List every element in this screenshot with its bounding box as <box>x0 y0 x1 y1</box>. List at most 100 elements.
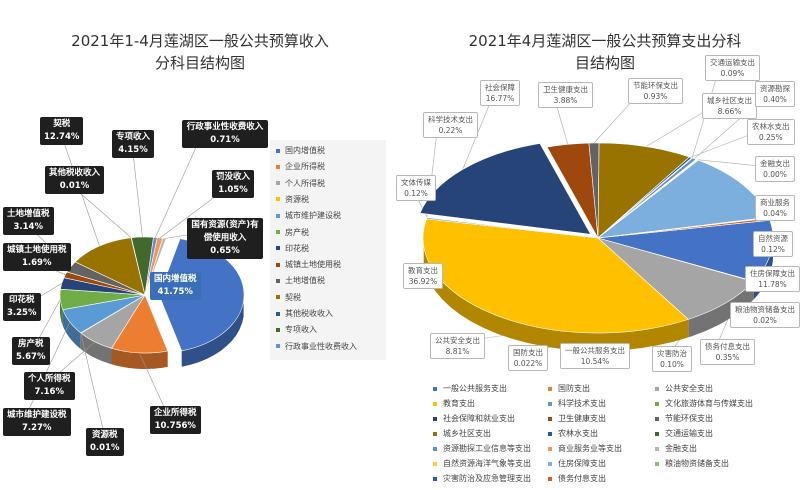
right-callout-value: 16.77% <box>485 94 515 103</box>
right-callout-11: 交通运输支出 0.09% <box>705 55 760 81</box>
right-callout-13: 商业服务 0.04% <box>755 195 795 221</box>
right-callout-value: 0.35% <box>715 353 740 362</box>
left-callout-name: 行政事业性收费收入 <box>186 122 264 132</box>
left-legend-label: 资源税 <box>285 194 309 204</box>
left-legend-item: 行政事业性收费收入 <box>276 341 357 352</box>
right-legend-label: 城乡社区支出 <box>443 429 491 438</box>
legend-swatch <box>433 446 437 451</box>
left-callout-value: 41.75% <box>157 287 193 297</box>
legend-swatch <box>548 401 552 406</box>
right-callout-name: 灾害防治 <box>657 349 687 358</box>
legend-swatch <box>433 416 437 421</box>
right-slice-side-2 <box>688 281 754 338</box>
right-legend-item: 交通运输支出 <box>655 428 713 439</box>
right-legend-label: 一般公共服务支出 <box>443 384 507 393</box>
right-callout-name: 商业服务 <box>760 198 790 207</box>
left-callout-name: 契税 <box>53 119 71 129</box>
left-leader-line <box>131 143 143 238</box>
right-callout-6: 社会保障 16.77% <box>480 80 520 106</box>
right-pie <box>419 142 774 351</box>
right-legend-item: 节能环保支出 <box>655 413 713 424</box>
right-legend-label: 文化旅游体育与传媒支出 <box>665 399 753 408</box>
right-callout-12: 资源勘探 0.40% <box>755 81 795 107</box>
right-callout-name: 农林水支出 <box>752 122 790 131</box>
left-callout-value: 7.16% <box>34 387 65 397</box>
right-callout-value: 0.04% <box>763 209 787 218</box>
right-callout-18: 灾害防治 0.10% <box>652 346 692 372</box>
left-callout-name: 个人所得税 <box>28 374 71 384</box>
left-title-line-1: 2021年1-4月莲湖区一般公共预算收入 <box>71 32 329 50</box>
left-chart-title: 2021年1-4月莲湖区一般公共预算收入 分科目结构图 <box>30 30 370 74</box>
legend-swatch <box>655 446 659 451</box>
left-callout-name: 城市维护建设税 <box>7 410 67 420</box>
right-callout-5: 文体传媒 0.12% <box>396 175 436 201</box>
right-callout-name: 一般公共服务支出 <box>565 346 625 355</box>
left-legend-item: 城市维护建设税 <box>276 210 341 221</box>
left-callout-3: 资源税 0.01% <box>86 428 124 456</box>
left-slice-side-2 <box>80 333 112 365</box>
left-legend: 国内增值税 企业所得税 个人所得税 资源税 城市维护建设税 房产税 印花税 城镇土地使用税 土地… <box>270 140 386 360</box>
left-legend-label: 企业所得税 <box>285 162 325 172</box>
left-legend-item: 房产税 <box>276 227 309 238</box>
legend-swatch <box>276 344 280 349</box>
right-callout-name: 公共安全支出 <box>435 336 480 345</box>
left-callout-value: 3.14% <box>13 222 44 232</box>
right-callout-value: 0.40% <box>763 95 787 104</box>
right-legend-item: 资源勘探工业信息等支出 <box>433 443 531 454</box>
left-callout-name: 城镇土地使用税 <box>7 245 67 255</box>
right-legend-item: 科学技术支出 <box>548 398 606 409</box>
legend-swatch <box>433 386 437 391</box>
left-legend-item: 契税 <box>276 292 301 303</box>
left-callout-name: 企业所得税 <box>154 408 197 418</box>
legend-swatch <box>548 476 552 481</box>
legend-swatch <box>548 446 552 451</box>
left-legend-item: 土地增值税 <box>276 275 325 286</box>
right-callout-19: 债务付息支出 0.35% <box>700 339 755 365</box>
right-legend-label: 科学技术支出 <box>558 399 606 408</box>
left-callout-value: 0.01% <box>90 443 120 453</box>
legend-swatch <box>276 197 280 202</box>
right-callout-value: 0.10% <box>660 360 684 369</box>
left-callout-value: 7.27% <box>22 423 52 433</box>
right-legend-item: 自然资源海洋气象等支出 <box>433 458 531 469</box>
right-callout-name: 金融支出 <box>760 159 790 168</box>
right-callout-value: 36.92% <box>408 277 438 286</box>
right-callout-value: 0.022% <box>513 359 543 368</box>
left-legend-label: 行政事业性收费收入 <box>285 341 357 351</box>
legend-swatch <box>433 461 437 466</box>
right-callout-value: 0.93% <box>643 92 668 101</box>
right-callout-1: 国防支出 0.022% <box>508 345 548 371</box>
left-slice-side-0 <box>181 300 244 367</box>
right-callout-3: 教育支出 36.92% <box>403 263 443 289</box>
right-callout-8: 节能环保支出 0.93% <box>628 78 683 104</box>
legend-swatch <box>276 262 280 267</box>
right-callout-value: 0.22% <box>438 126 463 135</box>
right-callout-name: 节能环保支出 <box>633 81 678 90</box>
right-legend-label: 教育支出 <box>443 399 475 408</box>
left-callout-5: 房产税 5.67% <box>12 337 50 365</box>
right-callout-name: 住房保障支出 <box>750 269 795 278</box>
left-legend-item: 城镇土地使用税 <box>276 259 341 270</box>
legend-swatch <box>276 148 280 153</box>
left-callout-6: 印花税 3.25% <box>3 293 41 321</box>
left-callout-value: 4.15% <box>118 145 148 155</box>
legend-swatch <box>276 246 280 251</box>
left-callout-13: 罚没收入 1.05% <box>212 170 255 198</box>
right-callout-2: 公共安全支出 8.81% <box>430 333 485 359</box>
right-legend-item: 一般公共服务支出 <box>433 383 507 394</box>
right-slice-5 <box>426 216 599 239</box>
right-chart-title: 2021年4月莲湖区一般公共预算支出分科 目结构图 <box>420 30 790 74</box>
left-callout-name: 国内增值税 <box>154 274 197 284</box>
right-legend-item: 粮油物资储备支出 <box>655 458 729 469</box>
right-callout-name: 粮油物资储备支出 <box>735 305 795 314</box>
left-legend-label: 房产税 <box>285 227 309 237</box>
left-callout-value: 0.01% <box>59 181 90 191</box>
right-legend-item: 灾害防治及应急管理支出 <box>433 473 531 484</box>
right-callout-7: 卫生健康支出 3.88% <box>538 82 593 108</box>
left-callout-name: 土地增值税 <box>7 209 50 219</box>
left-leader-line <box>80 332 107 443</box>
right-legend-label: 债务付息支出 <box>558 474 606 483</box>
right-callout-9: 城乡社区支出 8.66% <box>702 93 757 119</box>
right-legend-label: 商业服务业等支出 <box>558 444 622 453</box>
legend-swatch <box>433 431 437 436</box>
